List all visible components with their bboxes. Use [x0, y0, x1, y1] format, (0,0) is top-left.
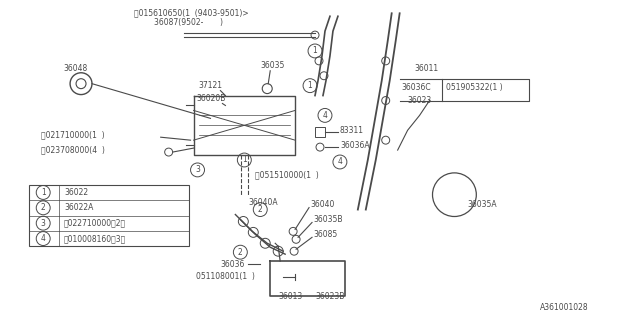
Text: 83311: 83311 [340, 126, 364, 135]
Text: A361001028: A361001028 [540, 303, 589, 312]
Text: Ⓝ051510000(1  ): Ⓝ051510000(1 ) [255, 170, 319, 180]
Text: 36035A: 36035A [467, 200, 497, 209]
Text: 4: 4 [323, 111, 328, 120]
Text: 36022: 36022 [64, 188, 88, 197]
Text: 36040A: 36040A [248, 198, 278, 207]
Text: 36020B: 36020B [196, 94, 226, 103]
Text: Ⓑ010008160（3）: Ⓑ010008160（3） [64, 234, 126, 243]
Text: 1: 1 [308, 81, 312, 90]
Text: Ⓑ015610650(1  (9403-9501)>: Ⓑ015610650(1 (9403-9501)> [134, 9, 248, 18]
Bar [29, 185, 189, 246]
Bar [315, 127, 325, 137]
Text: 36036: 36036 [220, 260, 245, 268]
Text: 4: 4 [337, 157, 342, 166]
Text: 36023: 36023 [408, 96, 432, 105]
Text: 36085: 36085 [313, 230, 337, 239]
Text: 36087(9502-       ): 36087(9502- ) [154, 18, 223, 27]
Text: 2: 2 [41, 203, 45, 212]
Text: 36036C: 36036C [402, 83, 431, 92]
Text: 36040: 36040 [310, 200, 335, 209]
Text: 3: 3 [41, 219, 45, 228]
Text: 1: 1 [313, 46, 317, 55]
Text: 36035: 36035 [260, 61, 285, 70]
Text: 4: 4 [41, 234, 45, 243]
Text: 1: 1 [41, 188, 45, 197]
Text: 051108001(1  ): 051108001(1 ) [196, 272, 255, 282]
Text: 36023B: 36023B [315, 292, 344, 301]
Text: 051905322(1 ): 051905322(1 ) [447, 83, 503, 92]
Text: 36011: 36011 [415, 64, 438, 73]
Text: 36035B: 36035B [313, 215, 342, 224]
Text: 37121: 37121 [198, 81, 223, 90]
Text: 36036A: 36036A [340, 140, 369, 150]
Text: ⓝ023708000(4  ): ⓝ023708000(4 ) [41, 146, 105, 155]
Text: 2: 2 [238, 248, 243, 257]
Text: 36013: 36013 [278, 292, 303, 301]
Text: 3: 3 [195, 165, 200, 174]
Text: ⓝ021710000(1  ): ⓝ021710000(1 ) [41, 131, 105, 140]
Text: ⓝ022710000（2）: ⓝ022710000（2） [64, 219, 126, 228]
Text: 2: 2 [258, 205, 262, 214]
Text: 36048: 36048 [63, 64, 88, 73]
Text: 36022A: 36022A [64, 203, 93, 212]
Text: 1: 1 [242, 156, 246, 164]
